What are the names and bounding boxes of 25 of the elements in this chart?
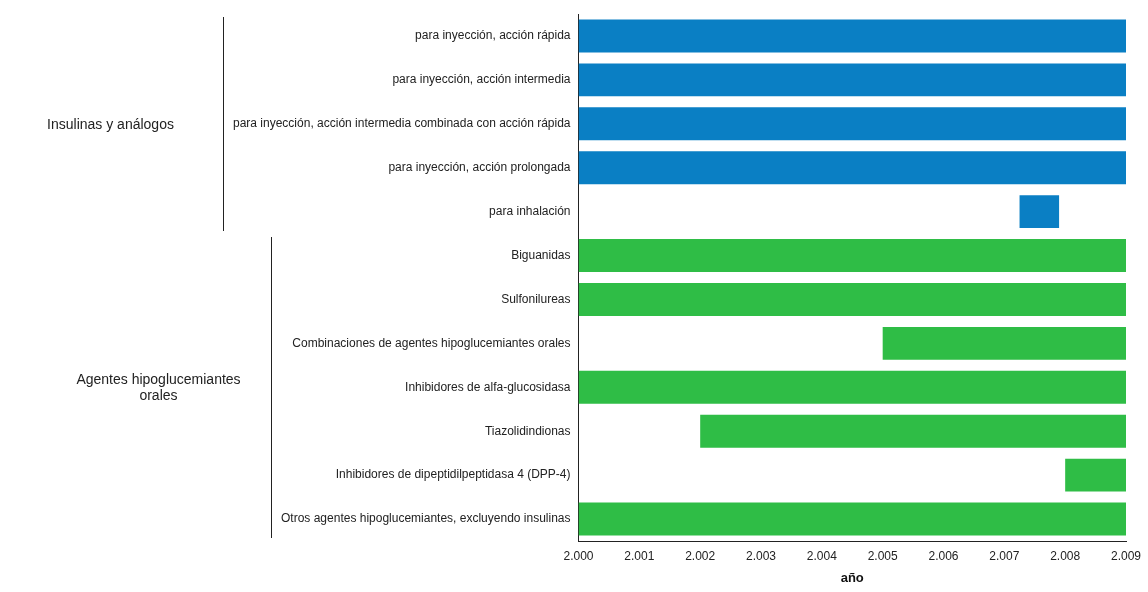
text: Insulinas y análogos [46, 115, 175, 132]
x-tick-label: 2.006 [928, 548, 959, 563]
y-tick-label: Inhibidores de dipeptidilpeptidasa 4 (DPP-4) [335, 467, 571, 482]
x-tick-label: 2.008 [1050, 548, 1081, 563]
x-tick-label: 2.002 [685, 548, 716, 563]
y-tick-label: para inyección, acción rápida [415, 28, 571, 43]
x-axis-title: año [840, 569, 864, 585]
y-tick-label: para inyección, acción prolongada [388, 160, 571, 175]
x-tick-label: 2.005 [867, 548, 899, 563]
text: Agentes hipoglucemiantes orales [75, 371, 242, 404]
x-tick-label: 2.009 [1110, 548, 1142, 563]
y-tick-label: para inyección, acción intermedia combinada con acción rápida [233, 116, 571, 131]
x-tick-label: 2.004 [806, 548, 838, 563]
y-tick-label: Biguanidas [511, 247, 571, 262]
y-tick-label: Inhibidores de alfa-glucosidasa [405, 379, 571, 394]
x-tick-label: 2.007 [989, 548, 1020, 563]
x-tick-label: 2.001 [624, 548, 655, 563]
y-tick-label: Otros agentes hipoglucemiantes, excluyendo insulinas [281, 511, 571, 526]
x-tick-label: 2.003 [746, 548, 777, 563]
y-tick-label: para inhalación [489, 203, 571, 218]
y-tick-label: Sulfonilureas [501, 291, 571, 306]
y-tick-label: Combinaciones de agentes hipoglucemiantes orales [292, 335, 571, 350]
y-tick-label: Tiazolidindionas [484, 423, 571, 438]
x-tick-label: 2.000 [563, 548, 594, 563]
y-tick-label: para inyección, acción intermedia [392, 72, 571, 87]
